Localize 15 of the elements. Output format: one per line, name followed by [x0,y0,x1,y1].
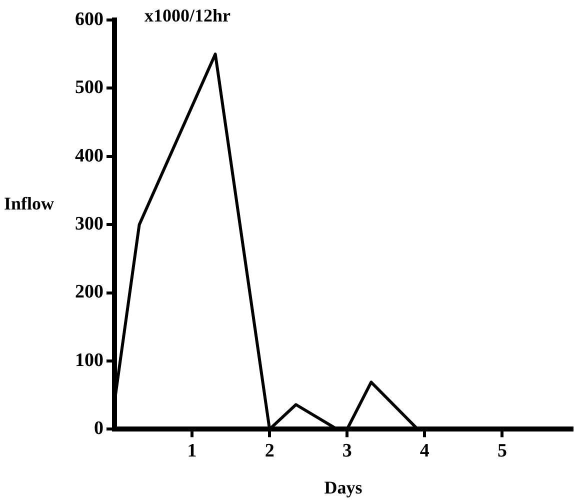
y-tick-label: 100 [75,350,104,371]
x-tick-label: 2 [264,440,274,462]
y-tick-label: 500 [75,77,104,98]
y-tick-label: 300 [75,214,104,235]
y-axis-title: Inflow [4,193,54,214]
x-tick-label: 3 [342,440,352,462]
annotation: x1000/12hr [144,6,231,26]
y-tick-label: 0 [94,418,104,440]
y-tick-label: 400 [75,145,104,166]
x-tick-label: 5 [497,440,507,462]
y-tick-label: 200 [75,282,104,303]
x-tick-label: 1 [187,440,197,462]
x-axis-title: Days [324,478,362,498]
y-tick-label: 600 [75,8,104,30]
x-tick-label: 4 [420,440,430,462]
